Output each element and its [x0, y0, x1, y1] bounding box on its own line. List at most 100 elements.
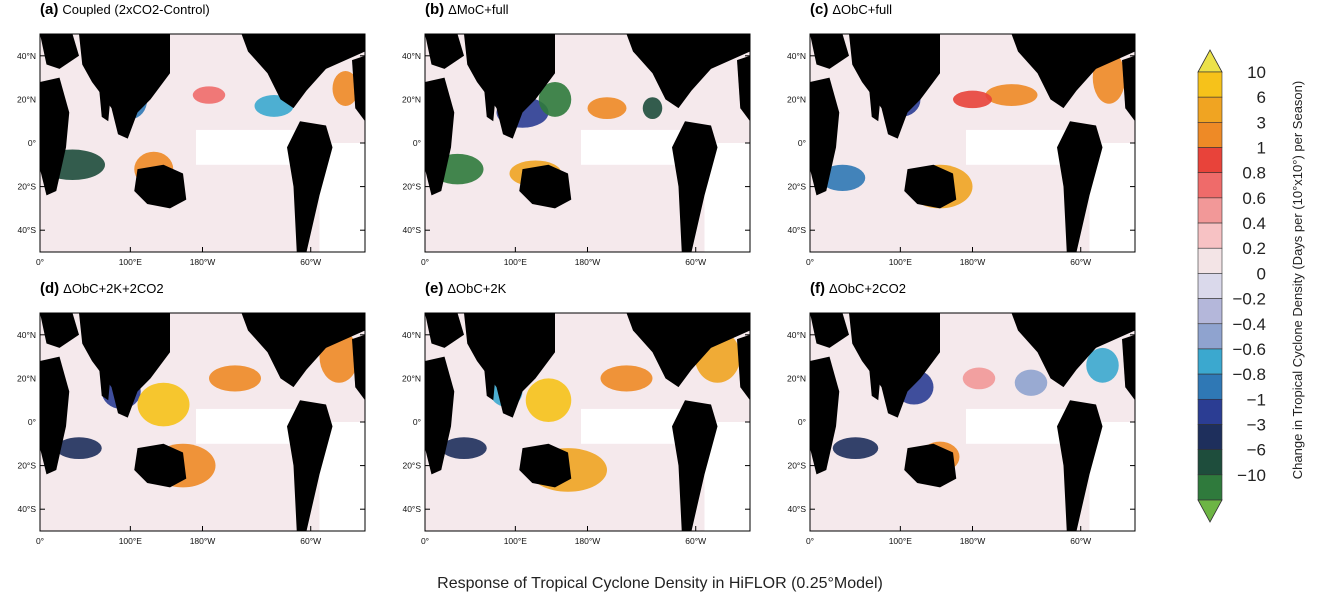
anomaly-region	[538, 81, 572, 117]
colorbar-bottom-arrow	[1197, 499, 1223, 523]
land-mask	[425, 34, 464, 69]
colorbar-segment	[1197, 247, 1223, 274]
land-mask	[98, 360, 112, 401]
land-mask	[79, 313, 170, 418]
colorbar-level-label: 0.8	[1242, 164, 1266, 183]
y-tick-label: 20°N	[787, 94, 806, 104]
anomaly-region	[1014, 369, 1048, 396]
colorbar: 10 6 3 1 0.8 0.6 0.4 0.2 0 −0.2 −0.4 −0.6 −0.8 −1 −3 −6…	[1197, 49, 1266, 523]
anomaly-region	[137, 382, 190, 427]
x-tick-label: 60°W	[1070, 257, 1091, 267]
x-tick-label: 100°E	[889, 536, 913, 546]
y-tick-label: 40°S	[787, 504, 806, 514]
x-tick-label: 100°E	[504, 257, 528, 267]
colorbar-level-label: 3	[1257, 113, 1266, 132]
land-mask	[1122, 334, 1135, 401]
colorbar-level-label: −6	[1247, 441, 1266, 460]
anomaly-region	[642, 97, 663, 120]
y-tick-label: 40°N	[17, 51, 36, 61]
land-mask	[40, 356, 70, 475]
anomaly-region	[832, 437, 879, 460]
anomaly-region	[587, 97, 627, 120]
land-mask	[810, 34, 849, 69]
land-mask	[40, 313, 79, 348]
land-mask	[287, 400, 333, 531]
colorbar-level-label: 0.2	[1242, 239, 1266, 258]
y-tick-label: 0°	[28, 138, 36, 148]
x-tick-label: 180°W	[960, 536, 986, 546]
panel-tag: (c)	[810, 1, 828, 18]
land-mask	[40, 77, 70, 196]
colorbar-segment	[1197, 474, 1223, 501]
y-tick-label: 0°	[413, 138, 421, 148]
panel-title: (c) ΔObC+full	[810, 1, 892, 18]
colorbar-segment	[1197, 197, 1223, 224]
panel-tag: (a)	[40, 1, 58, 18]
x-tick-label: 100°E	[119, 536, 143, 546]
y-tick-label: 20°S	[17, 461, 36, 471]
land-mask	[464, 34, 555, 139]
land-mask	[352, 55, 365, 122]
land-mask	[134, 164, 187, 209]
land-mask	[1057, 121, 1103, 252]
x-tick-label: 0°	[806, 536, 814, 546]
land-mask	[40, 34, 79, 69]
anomaly-region	[1086, 347, 1119, 383]
y-tick-label: 40°N	[402, 51, 421, 61]
y-tick-label: 40°S	[17, 225, 36, 235]
anomaly-region	[525, 378, 572, 422]
land-mask	[483, 81, 497, 122]
land-mask	[626, 313, 750, 388]
x-tick-label: 0°	[421, 536, 429, 546]
colorbar-level-label: −0.8	[1232, 365, 1266, 384]
no-data-region	[196, 129, 300, 165]
land-mask	[737, 334, 750, 401]
panel-name: ΔMoC+full	[448, 2, 508, 17]
land-mask	[868, 81, 882, 122]
colorbar-level-label: −0.6	[1232, 340, 1266, 359]
land-mask	[810, 77, 840, 196]
colorbar-level-label: 10	[1247, 63, 1266, 82]
land-mask	[904, 164, 957, 209]
land-mask	[519, 164, 572, 209]
land-mask	[464, 313, 555, 418]
anomaly-region	[441, 437, 487, 460]
anomaly-region	[192, 86, 226, 104]
x-tick-label: 0°	[36, 536, 44, 546]
panel-title: (f) ΔObC+2CO2	[810, 280, 906, 297]
panel-name: ΔObC+2K	[447, 281, 506, 296]
land-mask	[98, 81, 112, 122]
land-mask	[626, 34, 750, 109]
colorbar-segment	[1197, 348, 1223, 375]
y-tick-label: 40°S	[17, 504, 36, 514]
land-mask	[1057, 400, 1103, 531]
y-tick-label: 40°N	[787, 330, 806, 340]
land-mask	[287, 121, 333, 252]
anomaly-region	[962, 367, 996, 390]
colorbar-segment	[1197, 323, 1223, 350]
colorbar-top-arrow	[1197, 49, 1223, 73]
colorbar-level-label: 6	[1257, 88, 1266, 107]
x-tick-label: 0°	[36, 257, 44, 267]
land-mask	[868, 360, 882, 401]
no-data-region	[196, 408, 300, 444]
x-tick-label: 180°W	[190, 257, 216, 267]
no-data-region	[966, 129, 1070, 165]
y-tick-label: 20°N	[787, 373, 806, 383]
land-mask	[672, 400, 718, 531]
x-tick-label: 0°	[806, 257, 814, 267]
panel-title: (e) ΔObC+2K	[425, 280, 507, 297]
land-mask	[810, 356, 840, 475]
y-tick-label: 0°	[798, 417, 806, 427]
y-tick-label: 20°S	[787, 182, 806, 192]
x-tick-label: 180°W	[575, 536, 601, 546]
x-tick-label: 60°W	[685, 257, 706, 267]
panel-tag: (d)	[40, 280, 59, 297]
anomaly-region	[953, 90, 992, 109]
y-tick-label: 20°N	[402, 373, 421, 383]
anomaly-region	[332, 71, 359, 106]
land-mask	[352, 334, 365, 401]
anomaly-region	[209, 365, 261, 392]
y-tick-label: 0°	[28, 417, 36, 427]
figure-title: Response of Tropical Cyclone Density in …	[437, 575, 883, 592]
